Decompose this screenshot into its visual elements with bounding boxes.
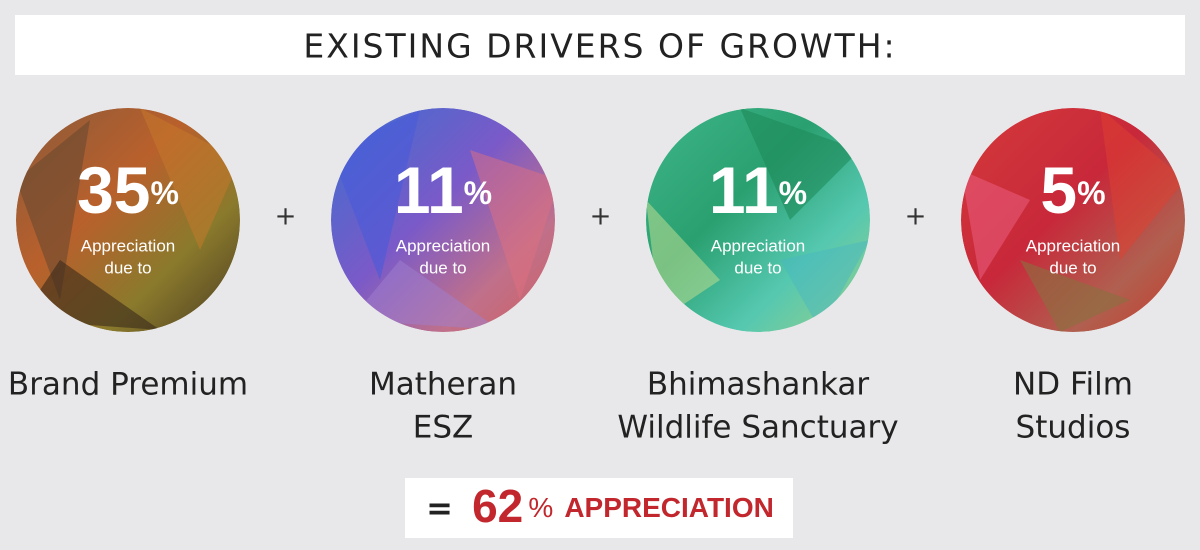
driver-name: Matheran <box>369 367 517 403</box>
driver-caption: due to <box>419 258 466 277</box>
total-box <box>405 478 793 538</box>
driver-unit: % <box>779 175 807 211</box>
plus-sign: + <box>905 202 927 232</box>
driver-name: Bhimashankar <box>647 367 870 403</box>
total-value: 62 <box>472 480 523 532</box>
plus-sign: + <box>275 202 297 232</box>
driver-unit: % <box>1077 175 1105 211</box>
plus-sign: + <box>590 202 612 232</box>
driver-caption: due to <box>734 258 781 277</box>
driver-caption: Appreciation <box>1026 236 1121 255</box>
driver-caption: Appreciation <box>81 236 176 255</box>
driver-name: Studios <box>1016 410 1131 446</box>
driver-caption: due to <box>1049 258 1096 277</box>
circle <box>16 108 240 332</box>
driver-figure: 35% <box>77 153 179 227</box>
driver-name: Brand Premium <box>8 367 248 403</box>
driver-caption: Appreciation <box>396 236 491 255</box>
total-unit: % <box>528 492 553 523</box>
driver-caption: due to <box>104 258 151 277</box>
driver-name: ESZ <box>413 410 474 446</box>
driver-value: 11 <box>709 153 779 227</box>
driver-unit: % <box>464 175 492 211</box>
total: = 62 % APPRECIATION <box>426 480 774 532</box>
driver-value: 5 <box>1040 153 1077 227</box>
driver-value: 11 <box>394 153 464 227</box>
driver-name: ND Film <box>1013 367 1133 403</box>
driver-figure: 11% <box>709 153 807 227</box>
total-equals: = <box>426 489 453 527</box>
total-label: APPRECIATION <box>564 492 774 523</box>
driver-caption: Appreciation <box>711 236 806 255</box>
driver-unit: % <box>150 175 178 211</box>
driver-value: 35 <box>77 153 150 227</box>
title-bar <box>15 15 1185 75</box>
title: EXISTING DRIVERS OF GROWTH: <box>303 27 896 66</box>
circle <box>961 108 1185 332</box>
driver-figure: 5% <box>1040 153 1105 227</box>
driver-figure: 11% <box>394 153 492 227</box>
driver-name: Wildlife Sanctuary <box>617 410 898 446</box>
